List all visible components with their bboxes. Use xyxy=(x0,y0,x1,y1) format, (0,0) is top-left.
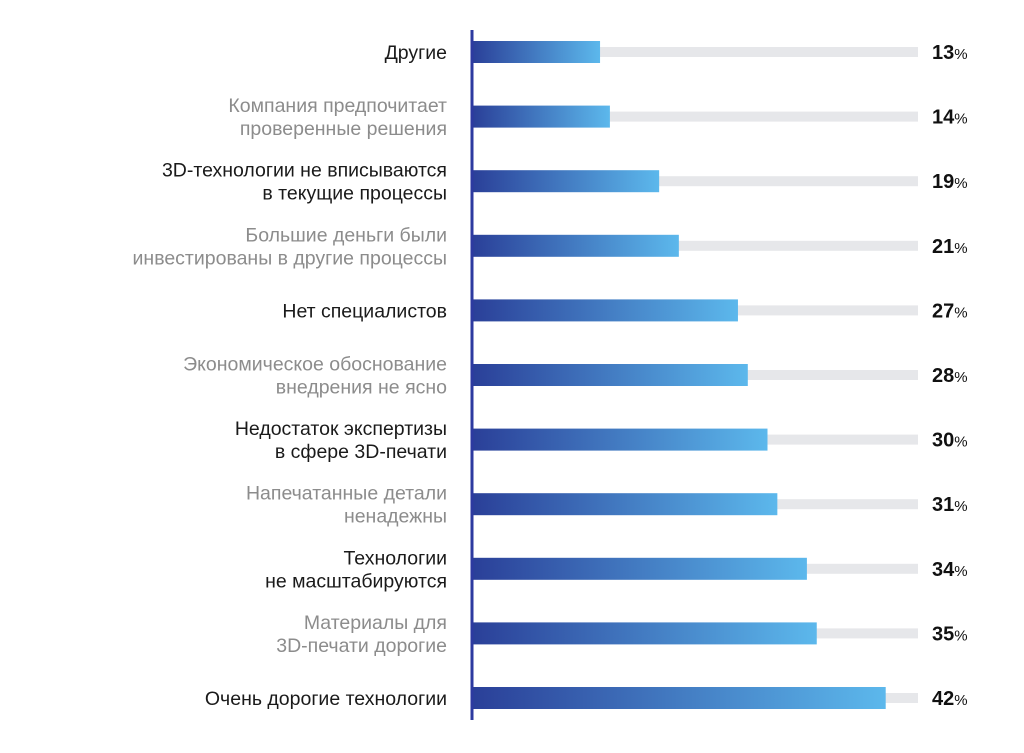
value-label: 28% xyxy=(932,365,968,387)
bar-track xyxy=(472,111,918,122)
bar xyxy=(472,493,778,516)
value-label: 31% xyxy=(932,494,968,516)
bar xyxy=(472,170,660,193)
category-label: Компания предпочитает проверенные решения xyxy=(228,95,447,140)
value-label: 27% xyxy=(932,300,968,322)
category-label: Экономическое обоснование внедрения не яс… xyxy=(183,354,447,399)
value-label: 13% xyxy=(932,42,968,64)
category-labels: Другие Компания предпочитает проверенные р… xyxy=(133,42,448,710)
bar xyxy=(472,687,886,709)
category-label: Недостаток экспертизы в сфере 3D-печати xyxy=(235,418,447,463)
value-label: 42% xyxy=(932,688,968,710)
category-label: Напечатанные детали ненадежны xyxy=(246,483,447,528)
category-label: Материалы для 3D-печати дорогие xyxy=(276,612,447,657)
bar-track xyxy=(472,176,918,187)
bar-track xyxy=(472,47,918,57)
bars xyxy=(472,41,886,709)
bar-track xyxy=(472,240,918,251)
category-label: Очень дорогие технологии xyxy=(205,688,447,710)
value-labels: 13% 14% 19% 21% 27% 28% 30% 31% 34% 35% 42% xyxy=(932,42,968,710)
value-label: 14% xyxy=(932,107,968,129)
value-label: 34% xyxy=(932,559,968,581)
category-label: 3D-технологии не вписываются в текущие пр… xyxy=(162,160,447,205)
category-label: Нет специалистов xyxy=(282,300,447,322)
bar xyxy=(472,234,679,257)
bar xyxy=(472,557,807,580)
value-label: 35% xyxy=(932,623,968,645)
bar xyxy=(472,105,610,128)
bar xyxy=(472,622,817,645)
bar xyxy=(472,428,768,451)
bar xyxy=(472,364,748,386)
category-label: Большие деньги были инвестированы в други… xyxy=(133,224,447,269)
value-label: 21% xyxy=(932,236,968,258)
category-label: Технологии не масштабируются xyxy=(265,547,447,592)
value-label: 19% xyxy=(932,171,968,193)
bar xyxy=(472,299,738,322)
category-label: Другие xyxy=(385,42,447,64)
bar xyxy=(472,41,601,63)
value-label: 30% xyxy=(932,430,968,452)
